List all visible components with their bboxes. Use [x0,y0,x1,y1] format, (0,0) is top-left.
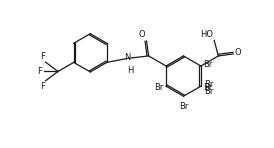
Text: O: O [235,48,241,57]
Text: Br: Br [204,83,213,92]
Text: Br: Br [204,61,213,69]
Text: F: F [40,82,45,91]
Text: Br: Br [204,87,213,96]
Text: O: O [139,30,145,39]
Text: N: N [124,53,130,62]
Text: Br: Br [204,80,213,89]
Text: Br: Br [179,102,188,111]
Text: F: F [40,52,45,61]
Text: HO: HO [200,30,213,39]
Text: H: H [127,66,133,75]
Text: Br: Br [154,83,164,92]
Text: F: F [38,67,42,76]
